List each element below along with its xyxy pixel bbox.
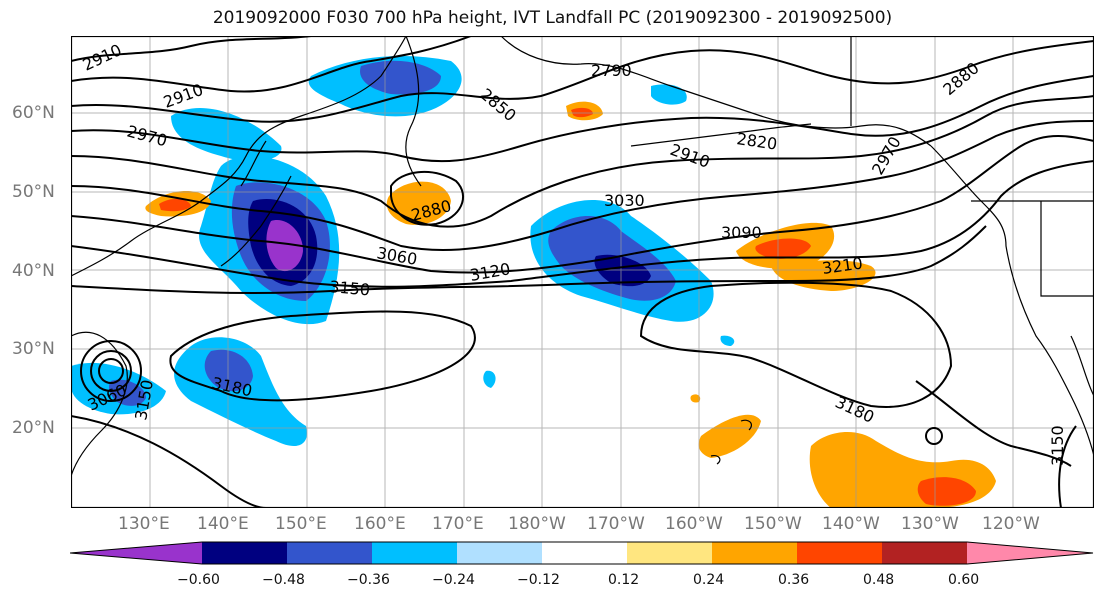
lon-label: 180°W [508, 514, 566, 534]
lat-label: 20°N [12, 418, 55, 438]
colorbar-tick-label: 0.48 [863, 572, 895, 588]
colorbar-segment [627, 542, 712, 564]
colorbar-tick-label: −0.36 [347, 572, 390, 588]
lon-label: 160°E [354, 514, 406, 534]
colorbar-tick-label: 0.60 [948, 572, 980, 588]
colorbar-tick-label: 0.12 [608, 572, 640, 588]
contour-label: 3030 [604, 191, 645, 210]
lat-label: 50°N [12, 182, 55, 202]
lon-label: 170°W [587, 514, 645, 534]
lon-label: 140°E [197, 514, 249, 534]
lon-label: 150°W [744, 514, 802, 534]
colorbar-segment [372, 542, 457, 564]
colorbar-segment [287, 542, 372, 564]
colorbar [70, 541, 1094, 565]
lon-label: 120°W [982, 514, 1040, 534]
map-panel: 2910 2910 2970 2790 2850 2820 2880 2880 … [71, 36, 1094, 508]
contour-label: 2790 [591, 61, 632, 80]
colorbar-segment [202, 542, 287, 564]
colorbar-segment [882, 542, 967, 564]
lon-label: 130°W [901, 514, 959, 534]
height-contours [71, 36, 1094, 508]
colorbar-segment [457, 542, 542, 564]
coastlines [71, 36, 1094, 477]
lon-label: 140°W [822, 514, 880, 534]
contour-label: 3090 [721, 223, 762, 242]
map-title: 2019092000 F030 700 hPa height, IVT Land… [212, 8, 893, 28]
colorbar-segment [797, 542, 882, 564]
lat-label: 30°N [12, 339, 55, 359]
colorbar-segment [70, 542, 202, 564]
colorbar-segment [712, 542, 797, 564]
colorbar-segment [542, 542, 627, 564]
lon-label: 150°E [275, 514, 327, 534]
lat-label: 60°N [12, 103, 55, 123]
colorbar-tick-label: −0.12 [517, 572, 560, 588]
colorbar-tick-label: −0.24 [432, 572, 475, 588]
colorbar-tick-label: 0.24 [693, 572, 725, 588]
contour-label: 3150 [1048, 425, 1067, 466]
colorbar-tick-label: −0.60 [177, 572, 220, 588]
colorbar-tick-label: 0.36 [778, 572, 810, 588]
lon-label: 130°E [118, 514, 170, 534]
lat-label: 40°N [12, 261, 55, 281]
colorbar-tick-label: −0.48 [262, 572, 305, 588]
contour-label: 3150 [329, 277, 371, 299]
lon-label: 160°W [665, 514, 723, 534]
colorbar-segment [967, 542, 1093, 564]
lon-label: 170°E [432, 514, 484, 534]
graticule [71, 36, 1094, 508]
